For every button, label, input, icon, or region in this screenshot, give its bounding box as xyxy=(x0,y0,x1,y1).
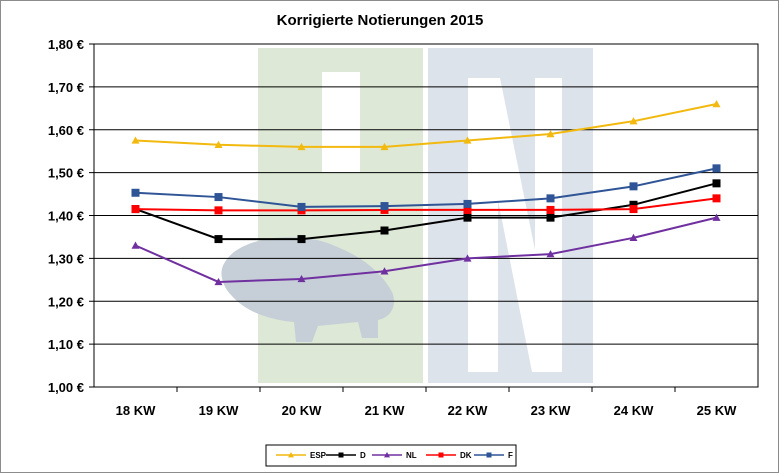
legend-swatch-marker xyxy=(384,452,390,458)
legend-label: F xyxy=(508,451,513,460)
legend-label: NL xyxy=(406,451,417,460)
y-tick-label: 1,00 € xyxy=(48,380,84,395)
data-point xyxy=(380,202,389,211)
watermark-logo xyxy=(221,48,593,383)
series-layer xyxy=(131,100,721,286)
legend-label: ESP xyxy=(310,451,327,460)
series-nl xyxy=(131,213,721,286)
series-line xyxy=(135,197,717,212)
data-point xyxy=(297,202,306,211)
data-point xyxy=(463,199,472,208)
data-point xyxy=(463,205,472,214)
legend-swatch-marker xyxy=(338,452,344,458)
data-point xyxy=(546,250,555,258)
data-point xyxy=(629,233,638,241)
data-point xyxy=(712,213,721,221)
x-axis: 18 KW 19 KW 20 KW 21 KW 22 KW 23 KW 24 KW 25 KW xyxy=(116,387,737,418)
data-point xyxy=(297,274,306,283)
data-point xyxy=(712,100,721,108)
data-point xyxy=(463,213,472,222)
x-tick-label: 25 KW xyxy=(697,403,737,418)
data-point xyxy=(712,179,721,188)
y-tick-label: 1,60 € xyxy=(48,123,84,138)
gridlines xyxy=(94,43,758,388)
data-point xyxy=(380,226,389,235)
y-axis: 1,00 € 1,10 € 1,20 € 1,30 € 1,40 € 1,50 € 1,60… xyxy=(48,37,94,395)
legend-swatch-marker xyxy=(486,452,492,458)
data-point xyxy=(629,182,638,191)
x-tick-label: 18 KW xyxy=(116,403,156,418)
data-point xyxy=(712,164,721,173)
legend-label: D xyxy=(360,451,366,460)
data-point xyxy=(546,194,555,203)
y-tick-label: 1,80 € xyxy=(48,37,84,52)
legend-label: DK xyxy=(460,451,472,460)
data-point xyxy=(297,142,306,151)
y-tick-label: 1,20 € xyxy=(48,294,84,309)
data-point xyxy=(546,205,555,214)
y-tick-label: 1,30 € xyxy=(48,251,84,266)
data-point xyxy=(131,205,140,214)
data-point xyxy=(629,205,638,214)
series-line xyxy=(135,216,717,283)
x-tick-label: 19 KW xyxy=(199,403,239,418)
x-tick-label: 22 KW xyxy=(448,403,488,418)
y-tick-label: 1,10 € xyxy=(48,337,84,352)
data-point xyxy=(131,188,140,197)
data-point xyxy=(380,267,389,275)
data-point xyxy=(546,130,555,138)
data-point xyxy=(463,136,472,144)
x-tick-label: 24 KW xyxy=(614,403,654,418)
data-point xyxy=(214,277,223,286)
series-f xyxy=(131,164,721,211)
legend: ESP D NL DK F xyxy=(276,451,513,460)
data-point xyxy=(131,136,140,144)
chart-title: Korrigierte Notierungen 2015 xyxy=(277,12,484,29)
y-tick-label: 1,50 € xyxy=(48,166,84,181)
data-point xyxy=(214,206,223,215)
y-tick-label: 1,70 € xyxy=(48,80,84,95)
x-tick-label: 21 KW xyxy=(365,403,405,418)
data-point xyxy=(214,140,223,148)
data-point xyxy=(214,193,223,202)
series-line xyxy=(135,182,717,241)
legend-swatch-marker xyxy=(438,452,444,458)
data-point xyxy=(131,241,140,249)
data-point xyxy=(712,194,721,203)
data-point xyxy=(629,117,638,125)
legend-swatch-marker xyxy=(288,452,294,458)
data-point xyxy=(297,235,306,244)
data-point xyxy=(214,235,223,244)
series-line xyxy=(135,103,717,148)
series-line xyxy=(135,167,717,208)
data-point xyxy=(380,142,389,151)
data-point xyxy=(546,213,555,222)
x-tick-label: 23 KW xyxy=(531,403,571,418)
data-point xyxy=(629,200,638,209)
series-esp xyxy=(131,100,721,151)
x-tick-label: 20 KW xyxy=(282,403,322,418)
y-tick-label: 1,40 € xyxy=(48,209,84,224)
data-point xyxy=(463,254,472,262)
